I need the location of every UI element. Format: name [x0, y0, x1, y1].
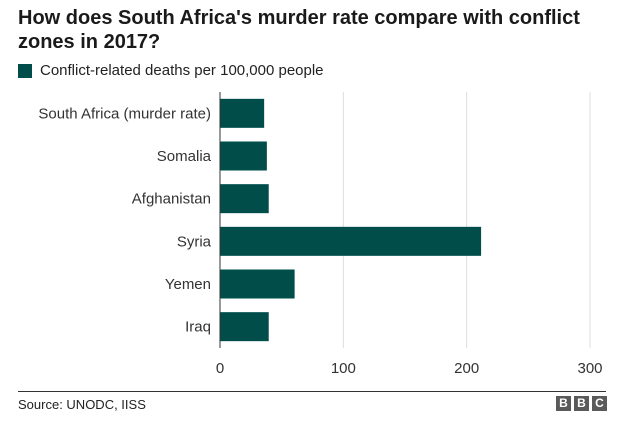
category-label: Afghanistan: [132, 191, 211, 208]
source-note: Source: UNODC, IISS: [18, 397, 146, 412]
bbc-logo-letter: B: [574, 396, 589, 411]
bar: [220, 226, 482, 256]
chart-title: How does South Africa's murder rate comp…: [18, 7, 580, 53]
legend-label: Conflict-related deaths per 100,000 peop…: [40, 62, 324, 79]
category-label: Syria: [177, 233, 212, 250]
x-tick-label: 300: [577, 360, 602, 377]
category-label: Iraq: [185, 319, 211, 336]
x-tick-label: 100: [331, 360, 356, 377]
category-label: Somalia: [157, 148, 212, 165]
legend-swatch: [18, 63, 32, 78]
footer-divider: [18, 391, 606, 392]
bar: [220, 269, 295, 299]
bar: [220, 312, 269, 342]
bar: [220, 98, 265, 128]
x-tick-label: 200: [454, 360, 479, 377]
bbc-logo: B B C: [556, 396, 607, 411]
bbc-logo-letter: C: [592, 396, 607, 411]
bar: [220, 141, 267, 171]
bar: [220, 184, 269, 214]
legend: Conflict-related deaths per 100,000 peop…: [18, 62, 324, 79]
category-label: South Africa (murder rate): [38, 105, 211, 122]
bbc-logo-letter: B: [556, 396, 571, 411]
x-tick-label: 0: [216, 360, 224, 377]
category-label: Yemen: [165, 276, 211, 293]
